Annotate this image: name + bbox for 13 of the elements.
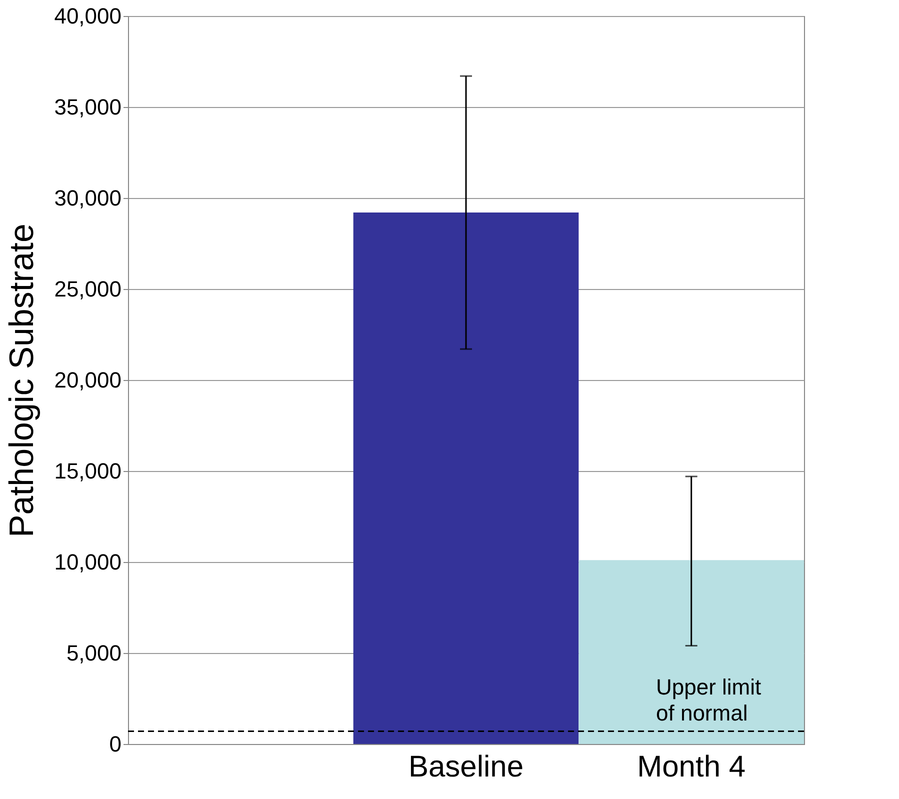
y-axis-title: Pathologic Substrate [3, 224, 42, 538]
ref-line-label: Upper limit of normal [656, 674, 762, 726]
y-tick-label: 0 [109, 732, 122, 756]
x-tick-label: Baseline [408, 750, 524, 784]
y-tick-label: 25,000 [54, 276, 122, 302]
y-tick-label: 15,000 [54, 458, 122, 484]
y-tick-label: 35,000 [54, 94, 122, 120]
y-tick-label: 10,000 [54, 550, 122, 574]
x-tick-label: Month 4 [637, 750, 746, 784]
y-tick-label: 30,000 [54, 186, 122, 210]
y-tick-label: 40,000 [54, 4, 122, 28]
y-tick-label: 5,000 [66, 640, 122, 666]
y-tick-label: 20,000 [54, 368, 122, 392]
